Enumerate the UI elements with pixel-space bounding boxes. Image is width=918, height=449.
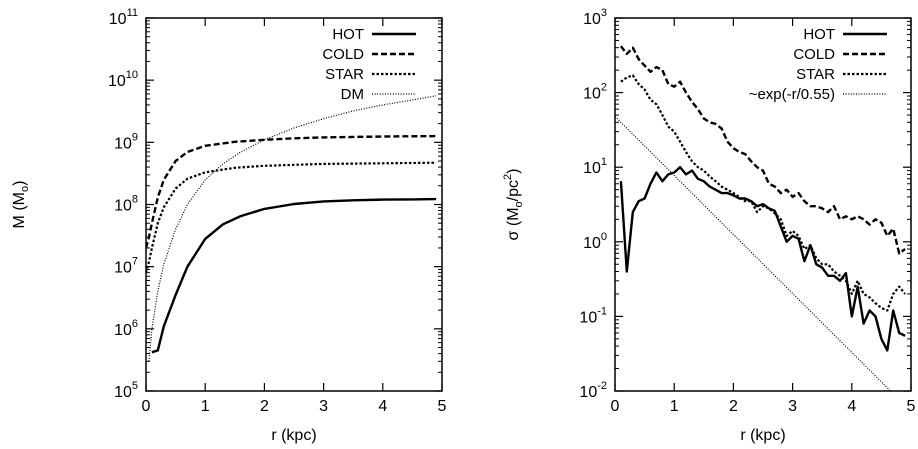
x-tick-label: 0 — [142, 398, 151, 415]
legend-label: STAR — [796, 66, 835, 83]
right-chart-surface-density: 0 1 2 3 4 5 10-2 10-1 100 101 102 103 r (kpc) σ (Mo/p… — [502, 7, 916, 444]
series-line-cold — [146, 134, 437, 249]
legend-label: STAR — [325, 66, 364, 83]
legend-label: HOT — [332, 26, 364, 43]
x-tick-label: 2 — [729, 398, 738, 415]
y-tick-label: 102 — [583, 82, 607, 103]
y-tick-label: 105 — [114, 380, 138, 401]
x-tick-label: 5 — [907, 398, 916, 415]
x-axis-label: r (kpc) — [271, 427, 316, 444]
x-tick-label: 3 — [319, 398, 328, 415]
y-tick-label: 101 — [583, 156, 607, 177]
x-tick-label: 0 — [611, 398, 620, 415]
series-line-star — [146, 161, 437, 273]
series-line-dm — [148, 95, 437, 362]
left-chart-mass-profile: 0 1 2 3 4 5 105 106 107 108 109 1010 1011 r (kpc) M (M… — [11, 7, 447, 444]
x-tick-label: 4 — [847, 398, 856, 415]
y-tick-label: 100 — [583, 231, 607, 252]
legend-label: HOT — [803, 26, 835, 43]
y-tick-label: 1010 — [108, 69, 138, 90]
y-tick-label: 103 — [583, 7, 607, 28]
legend-label: DM — [341, 86, 364, 103]
y-tick-label: 10-2 — [579, 380, 607, 401]
legend-label: COLD — [793, 46, 835, 63]
series-line-exp-r-0-55 — [615, 115, 892, 391]
plot-frame — [614, 17, 912, 392]
series-line-star — [620, 74, 906, 312]
x-tick-label: 3 — [788, 398, 797, 415]
y-axis-label: M (Mo) — [11, 181, 31, 229]
x-tick-label: 1 — [201, 398, 210, 415]
y-tick-label: 107 — [114, 256, 138, 277]
series-line-cold — [619, 45, 906, 255]
y-axis-label: σ (Mo/pc2) — [502, 169, 525, 241]
legend-label: COLD — [322, 46, 364, 63]
y-tick-label: 10-1 — [579, 305, 607, 326]
x-axis-label: r (kpc) — [740, 427, 785, 444]
y-tick-label: 109 — [114, 131, 138, 152]
y-tick-label: 108 — [114, 194, 138, 215]
x-tick-label: 1 — [670, 398, 679, 415]
x-tick-label: 2 — [260, 398, 269, 415]
series-line-hot — [619, 165, 906, 352]
y-tick-label: 1011 — [109, 7, 138, 28]
legend-label: ~exp(-r/0.55) — [749, 86, 835, 103]
x-tick-label: 5 — [438, 398, 447, 415]
series-line-hot — [151, 197, 437, 354]
y-tick-label: 106 — [114, 318, 138, 339]
x-tick-label: 4 — [378, 398, 387, 415]
